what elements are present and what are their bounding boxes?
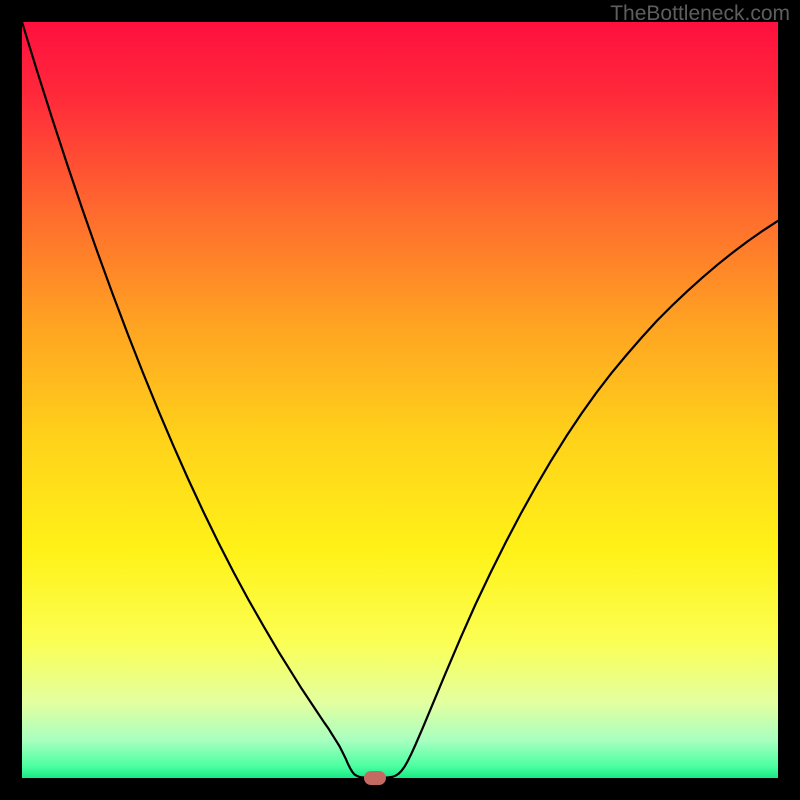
- optimal-point-marker: [364, 771, 386, 785]
- plot-area: [22, 22, 778, 778]
- chart-container: { "chart": { "type": "line", "canvas": {…: [0, 0, 800, 800]
- bottleneck-curve: [22, 22, 778, 778]
- watermark-text: TheBottleneck.com: [610, 2, 790, 26]
